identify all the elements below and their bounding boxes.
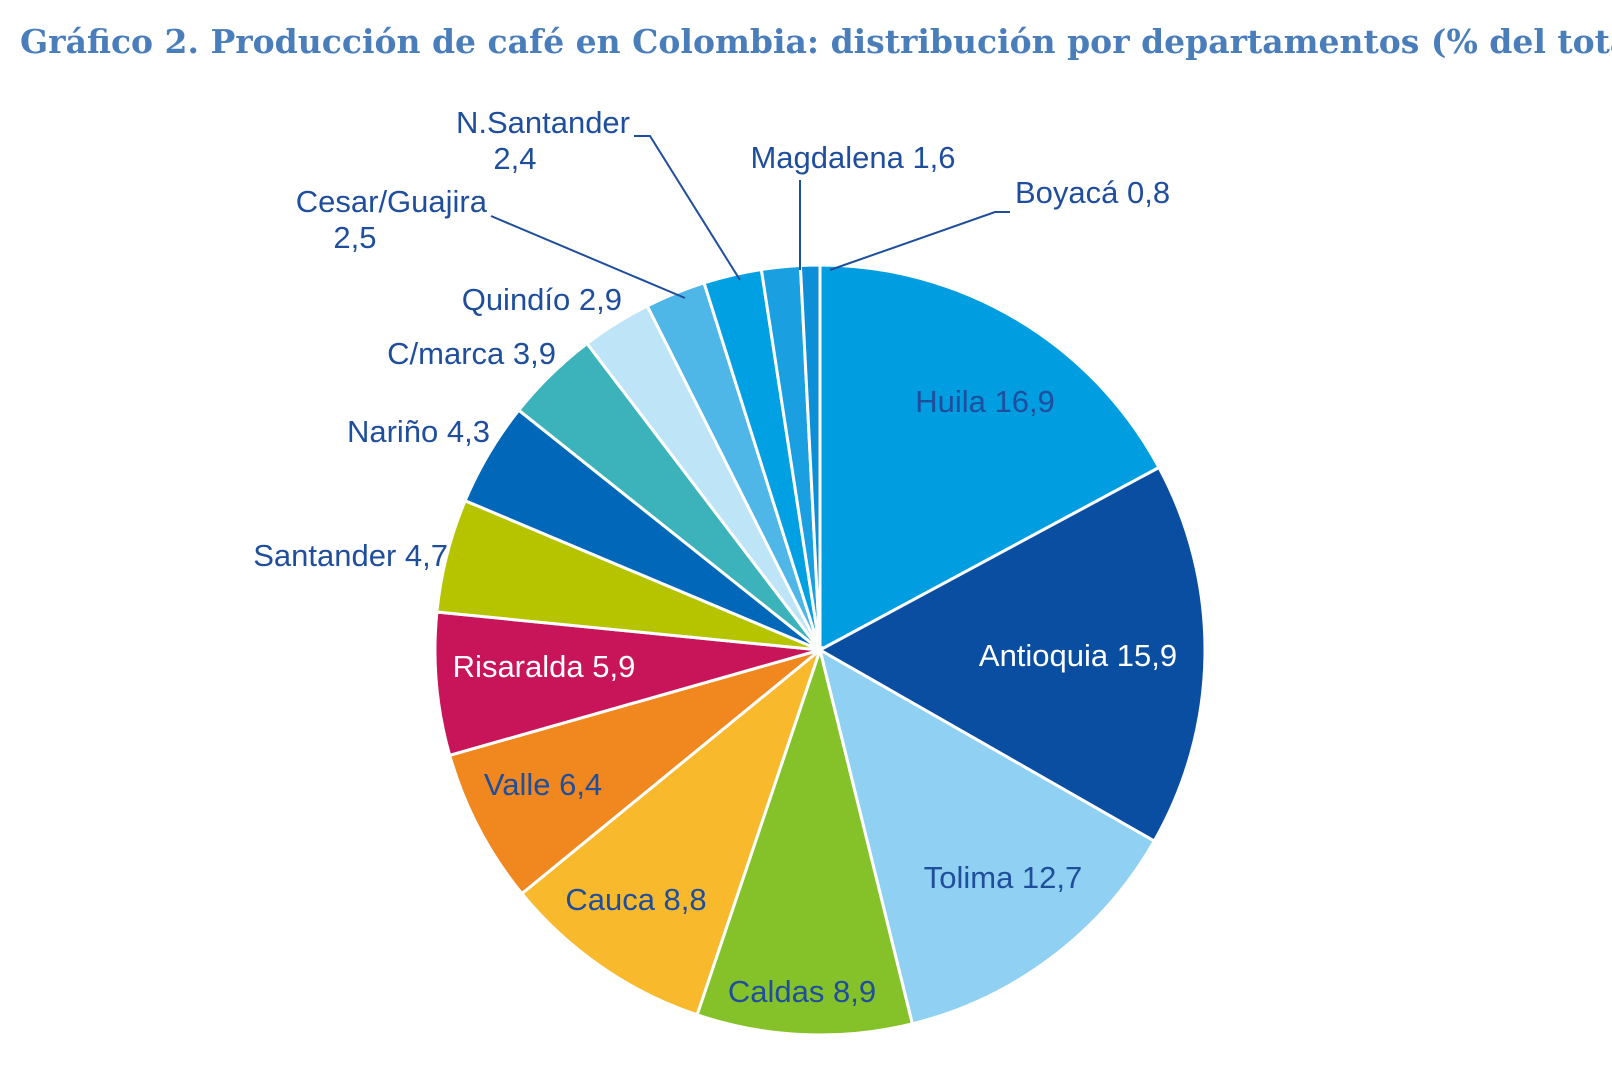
- slice-huila: [818, 263, 1162, 653]
- slice-label: Boyacá 0,8: [1015, 175, 1170, 210]
- slice-label: Cesar/Guajira 2,5: [296, 184, 488, 255]
- slice-label: N.Santander 2,4: [456, 105, 630, 176]
- slice-label: Quindío 2,9: [462, 282, 622, 317]
- slice-caldas: [695, 644, 915, 1037]
- slice-label: Tolima 12,7: [924, 860, 1083, 895]
- pie-slices: [433, 263, 1207, 1037]
- chart-title: Gráfico 2. Producción de café en Colombi…: [20, 22, 1612, 61]
- slice-tolima: [817, 646, 1157, 1026]
- leader-line: [490, 215, 686, 299]
- slice-label: C/marca 3,9: [387, 336, 556, 371]
- slice-cauca: [519, 645, 824, 1017]
- slice-valle: [447, 648, 821, 896]
- slice-labels: Huila 16,9 Antioquia 15,9 Tolima 12,7 Calda…: [253, 105, 1177, 1009]
- leader-lines: [490, 135, 1010, 299]
- slice-label: Nariño 4,3: [347, 414, 490, 449]
- slice-antioquia: [816, 465, 1207, 844]
- slice-label: Risaralda 5,9: [453, 649, 636, 684]
- slice-risaralda: [433, 610, 821, 758]
- leader-line: [634, 135, 741, 281]
- slice-label: Huila 16,9: [915, 384, 1055, 419]
- slice-label: Cauca 8,8: [565, 882, 706, 917]
- leader-line: [829, 211, 1010, 271]
- slice-label: Antioquia 15,9: [979, 638, 1177, 673]
- slice-label: Santander 4,7: [253, 538, 448, 573]
- slice-label: Magdalena 1,6: [750, 140, 955, 175]
- slice-label: Caldas 8,9: [728, 974, 876, 1009]
- slice-label: Valle 6,4: [484, 767, 602, 802]
